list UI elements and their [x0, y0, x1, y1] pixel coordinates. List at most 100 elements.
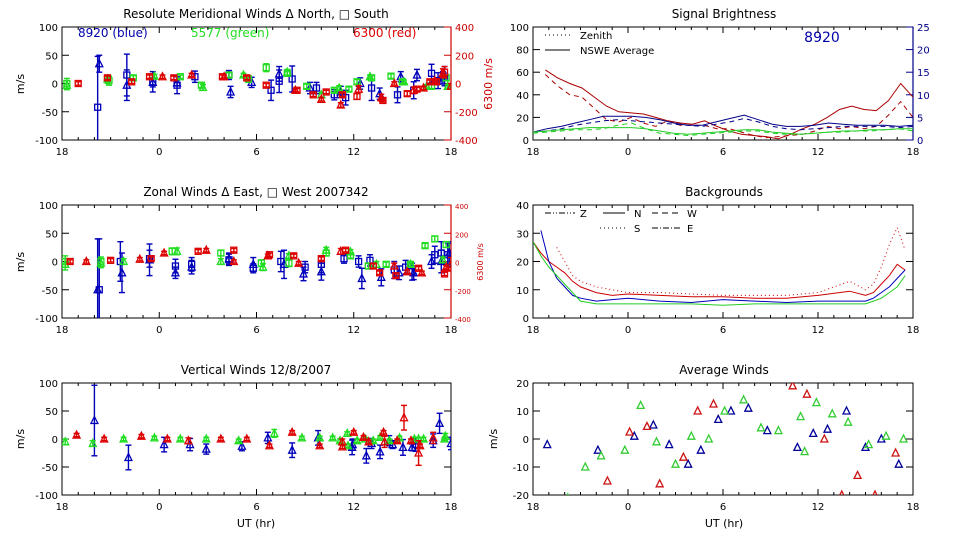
x-axis-label: UT (hr) [237, 517, 275, 530]
data-point-triangle [418, 433, 429, 443]
y-tick-label: 0 [52, 435, 58, 446]
data-point-square [440, 270, 449, 278]
data-point-triangle [708, 398, 719, 408]
data-point-square [301, 263, 309, 271]
y-tick-label: -100 [35, 491, 58, 502]
data-point-triangle [136, 430, 146, 440]
data-point-triangle [580, 461, 590, 471]
y-tick-label: -10 [513, 463, 529, 474]
data-point-triangle [841, 405, 852, 415]
data-point-square [293, 86, 301, 94]
data-point-square [74, 79, 82, 88]
legend-label-zenith: Zenith [580, 31, 612, 42]
data-point-triangle [135, 253, 145, 263]
data-point-triangle [89, 415, 99, 425]
data-point-triangle [407, 441, 417, 452]
y-tick-label: 20 [516, 379, 529, 390]
data-point-triangle [226, 86, 236, 96]
data-point-square [106, 256, 115, 265]
data-point-square [364, 262, 372, 270]
x-tick-label: 12 [347, 147, 360, 158]
data-point-square [128, 78, 136, 86]
data-point-triangle [72, 429, 82, 439]
data-point-square [288, 75, 296, 83]
data-point-square [188, 260, 196, 268]
data-point-triangle [642, 420, 652, 431]
x-axis-label: UT (hr) [705, 517, 743, 530]
y2-axis-label: 6300 m/s [476, 243, 485, 281]
data-point-triangle [378, 426, 389, 436]
data-point-square [431, 235, 439, 243]
x-tick-label: 0 [156, 325, 162, 336]
data-point-triangle [263, 432, 273, 442]
data-point-triangle [355, 78, 365, 88]
data-point-triangle [629, 430, 639, 440]
data-point-square [432, 78, 441, 86]
data-point-triangle [123, 452, 134, 462]
data-point-triangle [704, 433, 714, 443]
panel-title: Backgrounds [685, 185, 763, 199]
data-point-triangle [315, 440, 325, 450]
y-tick-label: 40 [516, 91, 529, 102]
series-line-average-6300-dotted [556, 226, 906, 296]
data-point-triangle [596, 450, 606, 460]
y-tick-label: 100 [39, 23, 58, 34]
y2-tick-label: 25 [917, 23, 930, 34]
x-tick-label: 12 [812, 325, 825, 336]
panel-average: Average Winds m/s UT (hr) 18 0 6 12 18 20 10 0 -… [487, 363, 919, 530]
data-point-triangle [796, 411, 806, 421]
panel-meridional: Resolute Meridional Winds Δ North, □ Sou… [14, 7, 495, 158]
data-point-triangle [412, 69, 422, 79]
data-point-triangle [305, 82, 315, 92]
x-tick-label: 12 [347, 325, 360, 336]
data-point-triangle [364, 436, 374, 446]
data-point-triangle [446, 258, 451, 268]
data-point-triangle [860, 441, 871, 452]
data-point-triangle [756, 422, 766, 432]
panel-brightness: Signal Brightness 8920 Zenith NSWE Avera… [510, 7, 930, 158]
data-point-square [285, 259, 293, 267]
panel-title: Vertical Winds 12/8/2007 [181, 363, 332, 377]
y-tick-label: 40 [516, 201, 529, 212]
x-tick-label: 0 [156, 147, 162, 158]
data-point-triangle [446, 80, 451, 90]
y2-tick-label: 400 [455, 203, 468, 211]
annotation-green: 5577 (green) [191, 26, 269, 40]
data-point-triangle [162, 433, 172, 443]
y-tick-label: 20 [516, 258, 529, 269]
y-tick-label: -100 [35, 314, 58, 325]
x-tick-label: 6 [253, 502, 259, 513]
data-point-triangle [402, 266, 412, 276]
data-point-square [173, 81, 181, 89]
plot-area [533, 69, 913, 140]
data-point-square [95, 286, 103, 294]
data-point-square [197, 81, 206, 89]
data-point-square [317, 255, 325, 263]
data-point-square [63, 79, 71, 88]
data-point-triangle [648, 419, 658, 429]
data-point-triangle [297, 432, 307, 442]
data-point-triangle [216, 256, 226, 266]
data-point-triangle [726, 405, 736, 415]
x-tick-label: 18 [907, 325, 920, 336]
data-point-square [322, 88, 330, 96]
panel-zonal: Zonal Winds Δ East, □ West 2007342 m/s 6… [14, 185, 485, 336]
y-tick-label: 30 [516, 229, 529, 240]
series-line-8920-nswe-average [533, 114, 913, 133]
y2-tick-label: -200 [455, 108, 478, 119]
data-point-square [414, 264, 423, 272]
data-point-triangle [802, 388, 812, 398]
data-point-square [257, 259, 266, 267]
data-point-square [194, 247, 202, 255]
data-point-triangle [788, 383, 798, 390]
data-point-square [379, 96, 387, 105]
data-point-triangle [864, 439, 874, 449]
data-point-triangle [664, 439, 674, 449]
y-tick-label: 0 [52, 258, 58, 269]
data-point-triangle [811, 397, 821, 407]
data-point-square [309, 91, 317, 99]
y-axis-label: m/s [14, 429, 27, 449]
data-point-square [94, 103, 102, 111]
